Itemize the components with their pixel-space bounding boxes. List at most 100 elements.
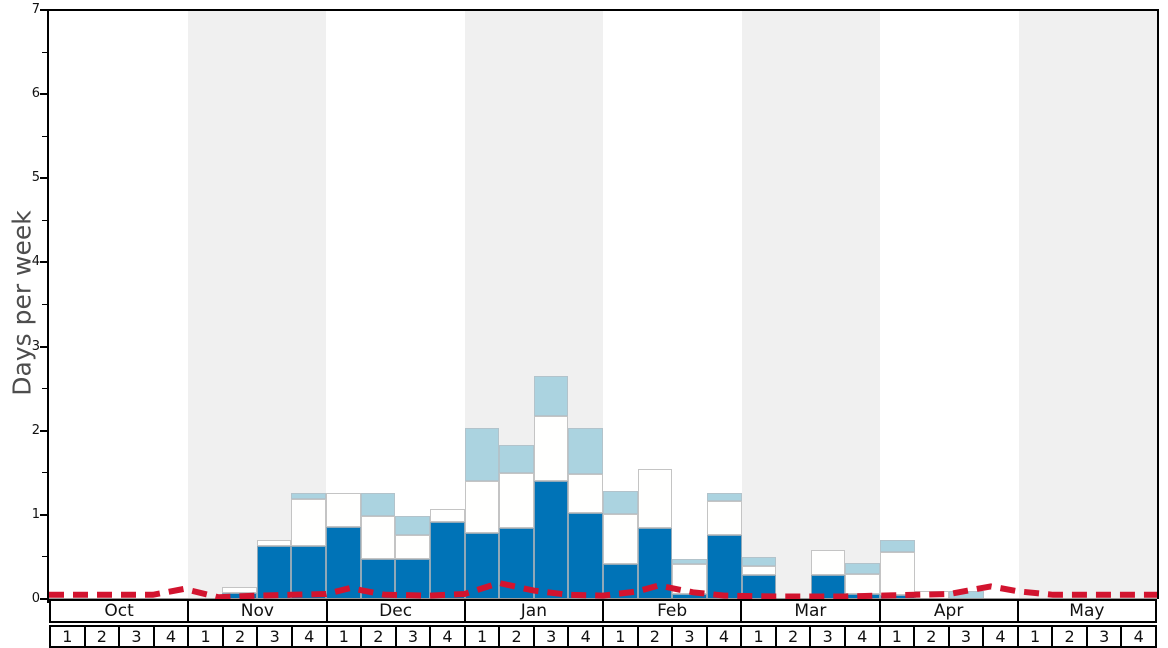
week-number-cell: 2 xyxy=(774,627,810,646)
week-number-cell: 4 xyxy=(152,627,188,646)
week-number-cell: 3 xyxy=(809,627,844,646)
bar-segment-white-days xyxy=(222,587,257,594)
y-major-tick xyxy=(40,177,47,180)
week-number-cell: 2 xyxy=(221,627,257,646)
y-minor-tick xyxy=(42,219,47,221)
bar-segment-white-days xyxy=(603,514,638,564)
week-number-cell: 4 xyxy=(843,627,879,646)
plot-area xyxy=(49,10,1157,601)
bar-segment-white-days xyxy=(637,468,673,529)
bar-segment-white-days xyxy=(533,416,569,482)
week-number-cell: 4 xyxy=(429,627,464,646)
week-number-cell: 2 xyxy=(498,627,533,646)
week-number-cell: 1 xyxy=(602,627,637,646)
bar-segment-light-blue-days xyxy=(706,492,742,502)
week-number-cell: 3 xyxy=(118,627,153,646)
bar-segment-light-blue-days xyxy=(395,515,430,536)
red-dashed-line xyxy=(49,579,1157,601)
y-tick-label: 1 xyxy=(31,506,40,522)
week-number-cell: 1 xyxy=(325,627,361,646)
week-number-cell: 1 xyxy=(740,627,775,646)
y-tick-label: 3 xyxy=(31,338,40,354)
week-number-cell: 3 xyxy=(532,627,568,646)
y-minor-tick xyxy=(42,472,47,474)
bar-segment-dark-blue-days xyxy=(291,545,326,599)
week-number-cell: 4 xyxy=(705,627,741,646)
week-number-cell: 1 xyxy=(1016,627,1052,646)
bar-segment-dark-blue-days xyxy=(395,558,430,599)
y-major-tick xyxy=(40,513,47,516)
y-major-tick xyxy=(40,9,47,11)
bar-segment-white-days xyxy=(810,550,846,575)
week-number-cell: 2 xyxy=(360,627,395,646)
week-number-cell: 4 xyxy=(982,627,1017,646)
week-number-cell: 4 xyxy=(290,627,326,646)
bar-segment-white-days xyxy=(706,501,742,536)
bar-segment-light-blue-days xyxy=(291,492,326,499)
week-number-cell: 4 xyxy=(1120,627,1155,646)
bar-segment-light-blue-days xyxy=(533,376,569,417)
y-major-tick xyxy=(40,598,47,600)
week-number-cell: 3 xyxy=(947,627,983,646)
y-major-tick xyxy=(40,345,47,348)
week-number-cell: 2 xyxy=(636,627,672,646)
week-number-cell: 3 xyxy=(1085,627,1121,646)
week-number-cell: 3 xyxy=(671,627,706,646)
bar-segment-white-days xyxy=(360,515,396,559)
y-minor-tick xyxy=(42,556,47,558)
bar-segment-light-blue-days xyxy=(880,540,915,552)
y-minor-tick xyxy=(42,135,47,137)
x-axis-baseline xyxy=(49,598,1157,600)
y-tick-label: 2 xyxy=(31,422,40,438)
bar-segment-light-blue-days xyxy=(568,428,603,475)
week-number-cell: 3 xyxy=(256,627,291,646)
bar-segment-light-blue-days xyxy=(845,562,880,574)
month-cell-nov: Nov xyxy=(187,601,326,621)
month-cell-feb: Feb xyxy=(602,601,741,621)
week-number-cell: 1 xyxy=(187,627,222,646)
bar-segment-white-days xyxy=(464,481,500,534)
bar-segment-light-blue-days xyxy=(464,428,500,482)
bar-segment-white-days xyxy=(256,540,292,546)
y-minor-tick xyxy=(42,51,47,53)
bar-segment-white-days xyxy=(568,474,603,514)
plot-border-right xyxy=(1157,9,1159,599)
bar-segment-white-days xyxy=(326,492,361,528)
y-major-tick xyxy=(40,429,47,432)
bar-segment-dark-blue-days xyxy=(429,522,465,599)
y-axis-line xyxy=(47,9,49,603)
bar-segment-white-days xyxy=(429,508,465,523)
y-major-tick xyxy=(40,261,47,264)
y-major-tick xyxy=(40,93,47,96)
bar-segment-white-days xyxy=(291,498,326,546)
bar-segment-dark-blue-days xyxy=(256,545,292,599)
bar-segment-light-blue-days xyxy=(741,556,777,567)
week-number-cell: 2 xyxy=(1051,627,1086,646)
month-cell-may: May xyxy=(1016,601,1155,621)
bar-segment-light-blue-days xyxy=(360,492,396,516)
y-minor-tick xyxy=(42,304,47,305)
month-cell-jan: Jan xyxy=(463,601,602,621)
week-number-cell: 1 xyxy=(878,627,914,646)
bar-segment-white-days xyxy=(741,566,777,575)
bar-segment-light-blue-days xyxy=(499,445,534,473)
bar-segment-dark-blue-days xyxy=(568,513,603,599)
bar-segment-light-blue-days xyxy=(672,558,707,564)
y-tick-label: 4 xyxy=(31,254,40,270)
y-tick-label: 0 xyxy=(31,591,40,606)
week-number-cell: 2 xyxy=(83,627,119,646)
plot-border-top xyxy=(47,9,1159,11)
month-cell-oct: Oct xyxy=(51,601,188,621)
y-tick-label: 5 xyxy=(31,170,40,186)
month-labels-row: Oct Nov Dec Jan Feb Mar Apr May xyxy=(49,599,1157,623)
week-number-cell: 1 xyxy=(463,627,499,646)
week-number-cell: 4 xyxy=(567,627,602,646)
month-cell-dec: Dec xyxy=(325,601,464,621)
bar-segment-dark-blue-days xyxy=(533,481,569,599)
month-cell-mar: Mar xyxy=(740,601,879,621)
y-tick-label: 7 xyxy=(31,2,40,17)
week-number-cell: 1 xyxy=(51,627,84,646)
bar-segment-white-days xyxy=(499,472,534,529)
